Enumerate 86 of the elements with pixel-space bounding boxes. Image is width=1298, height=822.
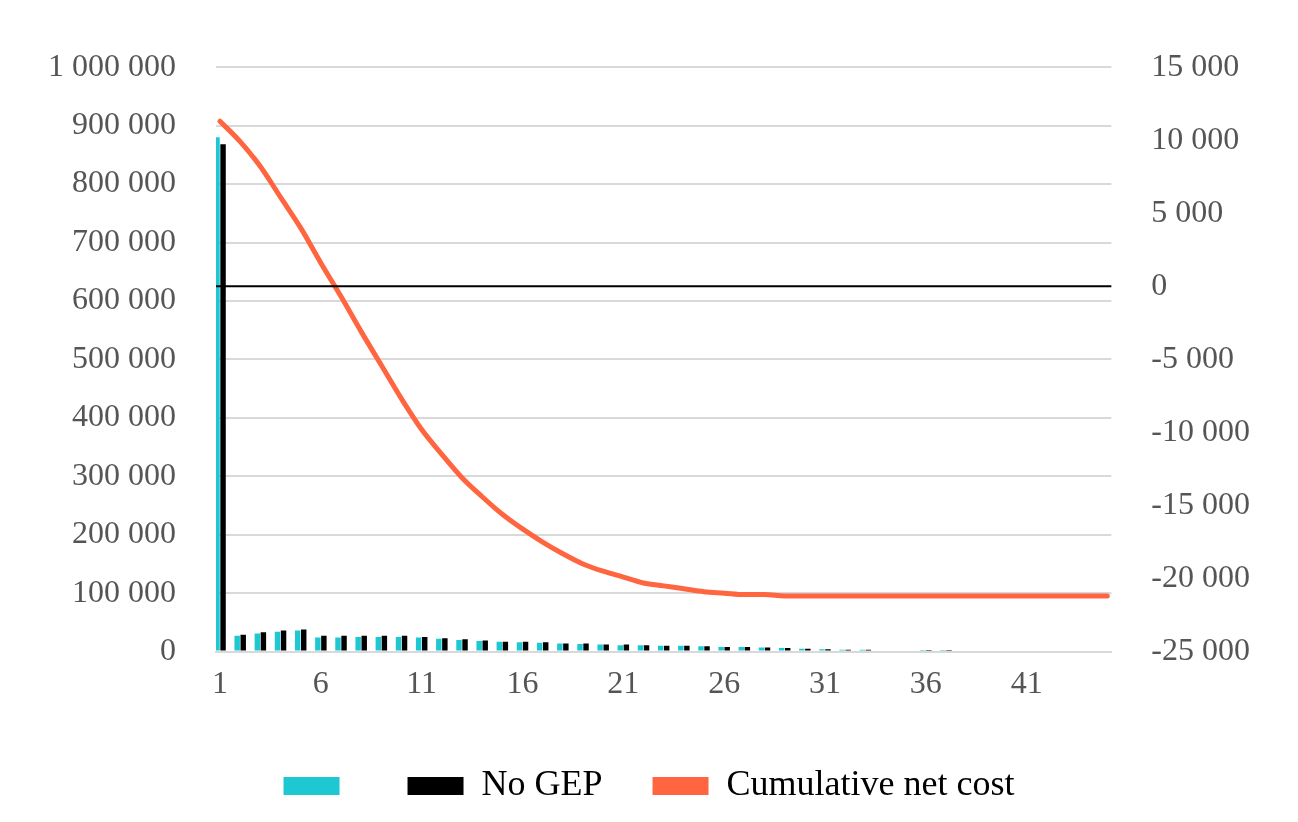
bar [216, 137, 220, 651]
bar [704, 646, 710, 651]
bar [436, 638, 442, 651]
y2-tick-label: -5 000 [1151, 338, 1234, 375]
bar [280, 630, 287, 651]
bar [442, 638, 448, 651]
bar [583, 643, 589, 651]
y-tick-label: 400 000 [72, 397, 176, 434]
bar [361, 635, 367, 651]
y-tick-label: 800 000 [72, 163, 176, 200]
bar [274, 631, 281, 651]
bar [335, 637, 341, 651]
bar [401, 635, 408, 651]
bar [623, 644, 630, 651]
bar [381, 635, 388, 651]
bar [563, 643, 569, 651]
bar [617, 645, 624, 651]
x-tick-label: 16 [506, 664, 539, 701]
y-tick-label: 100 000 [72, 572, 176, 609]
bar [301, 629, 307, 651]
bar [784, 648, 791, 651]
bar [482, 640, 488, 651]
y2-tick-label: 5 000 [1151, 192, 1224, 229]
y-tick-label: 200 000 [72, 514, 176, 551]
bar [542, 642, 549, 651]
bar [321, 635, 327, 651]
bar [637, 645, 644, 651]
bar [234, 635, 240, 651]
bar [577, 644, 583, 651]
bar [678, 645, 684, 651]
bar [421, 636, 428, 651]
x-tick-label: 11 [406, 664, 438, 701]
y-tick-label: 1 000 000 [48, 46, 176, 83]
bar [456, 639, 462, 651]
bar [643, 645, 650, 651]
y-tick-label: 600 000 [72, 280, 176, 317]
bar [663, 645, 670, 651]
bar [698, 646, 704, 651]
x-tick-label: 26 [708, 664, 741, 701]
y-tick-label: 0 [160, 631, 176, 668]
y-tick-label: 700 000 [72, 221, 176, 258]
bar [522, 641, 529, 651]
bar [557, 643, 563, 651]
bar [462, 639, 468, 651]
bar [657, 645, 664, 651]
bar [516, 642, 523, 651]
bar [476, 641, 482, 651]
bar [536, 642, 543, 651]
x-tick-label: 21 [607, 664, 640, 701]
y2-tick-label: 0 [1151, 265, 1168, 302]
bar [778, 648, 785, 651]
bar [395, 636, 402, 651]
bar [240, 634, 246, 651]
x-tick-label: 1 [212, 664, 229, 701]
x-tick-label: 41 [1010, 664, 1043, 701]
bar [738, 646, 745, 651]
bar [341, 635, 347, 651]
legend-label: No GEP [481, 763, 603, 804]
y2-tick-label: 10 000 [1151, 119, 1240, 156]
bar [496, 641, 503, 651]
y2-tick-label: -20 000 [1151, 557, 1250, 594]
bar [355, 636, 361, 651]
x-tick-label: 31 [809, 664, 841, 701]
bar [260, 632, 267, 651]
bar [254, 633, 261, 651]
y2-tick-label: 15 000 [1151, 46, 1240, 83]
bar [294, 630, 301, 651]
y-tick-label: 500 000 [72, 338, 176, 375]
y-tick-label: 300 000 [72, 455, 176, 492]
bar [744, 646, 751, 651]
bar [502, 641, 509, 651]
y-tick-label: 900 000 [72, 105, 176, 142]
bar [597, 644, 603, 651]
y2-tick-label: -10 000 [1151, 411, 1250, 448]
bar [724, 646, 730, 651]
legend-label: Cumulative net cost [726, 763, 1015, 804]
bar [718, 646, 724, 651]
bar [684, 645, 690, 651]
bar [603, 644, 609, 651]
y2-tick-label: -15 000 [1151, 484, 1250, 521]
bar [315, 637, 321, 651]
x-tick-label: 36 [909, 664, 942, 701]
y2-tick-label: -25 000 [1151, 631, 1250, 668]
bar [415, 637, 422, 651]
bar [375, 636, 382, 651]
x-tick-label: 6 [312, 664, 329, 701]
